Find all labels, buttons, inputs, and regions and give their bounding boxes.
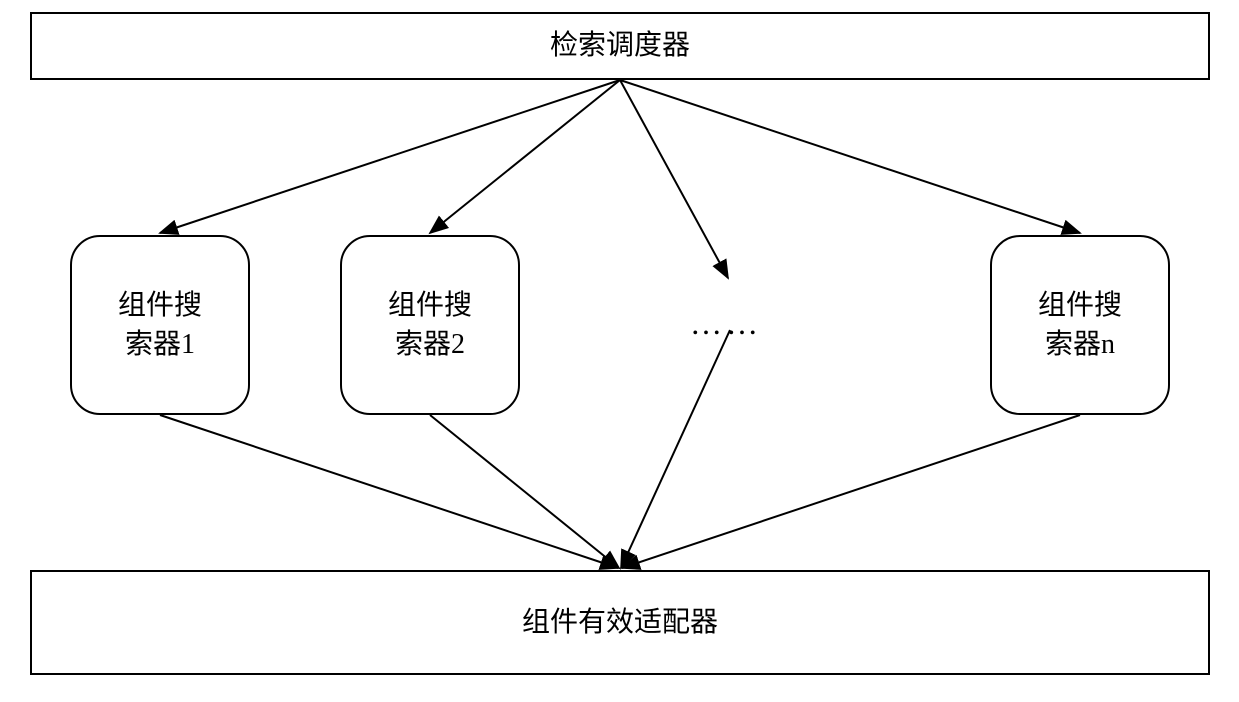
searcher-box-1: 组件搜 索器1 [70,235,250,415]
searcher-label-2: 组件搜 索器2 [388,286,472,364]
ellipsis: …… [690,305,762,342]
searcher-box-2: 组件搜 索器2 [340,235,520,415]
scheduler-box: 检索调度器 [30,12,1210,80]
searcher-label-1: 组件搜 索器1 [118,286,202,364]
scheduler-label: 检索调度器 [550,26,690,65]
adapter-label: 组件有效适配器 [522,603,718,642]
searcher-label-n: 组件搜 索器n [1038,286,1122,364]
adapter-box: 组件有效适配器 [30,570,1210,675]
searcher-box-n: 组件搜 索器n [990,235,1170,415]
